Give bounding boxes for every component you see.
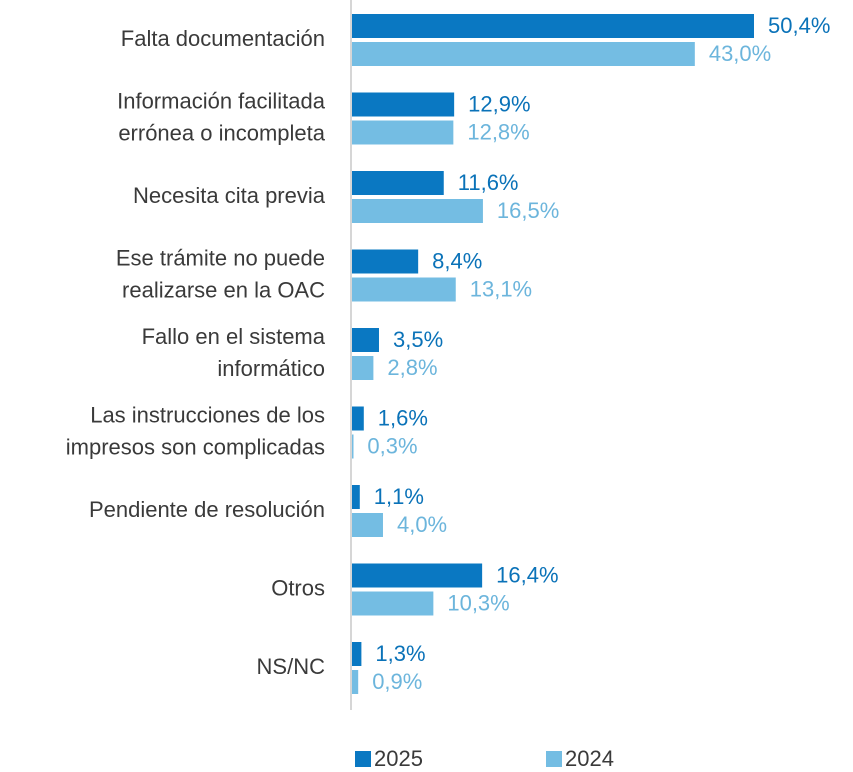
category-label: Fallo en el sistema — [142, 324, 326, 349]
value-label: 3,5% — [393, 327, 443, 352]
bar — [352, 328, 379, 352]
bar — [352, 277, 456, 302]
legend-swatch — [355, 751, 371, 767]
value-label: 12,8% — [467, 119, 529, 144]
bar — [352, 356, 374, 380]
bar — [352, 92, 455, 117]
bar — [352, 513, 383, 537]
value-label: 4,0% — [397, 512, 447, 537]
bar — [352, 670, 359, 694]
value-label: 1,1% — [374, 484, 424, 509]
category-label: Pendiente de resolución — [89, 497, 325, 522]
bar — [352, 434, 354, 459]
category-label: Las instrucciones de los — [90, 402, 325, 427]
bar — [352, 171, 444, 195]
value-label: 16,4% — [496, 562, 558, 587]
value-label: 1,6% — [378, 405, 428, 430]
value-label: 11,6% — [458, 170, 519, 195]
value-label: 0,9% — [372, 669, 422, 694]
category-label: informático — [217, 356, 325, 381]
value-label: 13,1% — [470, 276, 532, 301]
value-label: 2,8% — [387, 355, 437, 380]
value-label: 50,4% — [768, 13, 830, 38]
bar — [352, 249, 419, 274]
category-label: Ese trámite no puede — [116, 245, 325, 270]
category-label: NS/NC — [257, 654, 326, 679]
bar — [352, 199, 483, 223]
value-label: 12,9% — [468, 91, 530, 116]
value-label: 43,0% — [709, 41, 771, 66]
category-label: Falta documentación — [121, 26, 325, 51]
bar — [352, 406, 364, 431]
bar — [352, 485, 360, 509]
legend-label: 2024 — [565, 746, 614, 771]
category-label: impresos son complicadas — [66, 434, 325, 459]
value-label: 10,3% — [447, 590, 509, 615]
category-label: realizarse en la OAC — [122, 277, 325, 302]
bar — [352, 42, 695, 66]
bar — [352, 120, 454, 145]
value-label: 0,3% — [367, 433, 417, 458]
category-label: Información facilitada — [117, 88, 326, 113]
bar — [352, 563, 483, 588]
bar — [352, 642, 362, 666]
category-label: Necesita cita previa — [133, 183, 326, 208]
legend-swatch — [546, 751, 562, 767]
category-label: errónea o incompleta — [118, 120, 325, 145]
value-label: 1,3% — [375, 641, 425, 666]
legend-label: 2025 — [374, 746, 423, 771]
category-label: Otros — [271, 575, 325, 600]
bar — [352, 14, 754, 38]
bar — [352, 591, 434, 616]
value-label: 16,5% — [497, 198, 559, 223]
value-label: 8,4% — [432, 248, 482, 273]
